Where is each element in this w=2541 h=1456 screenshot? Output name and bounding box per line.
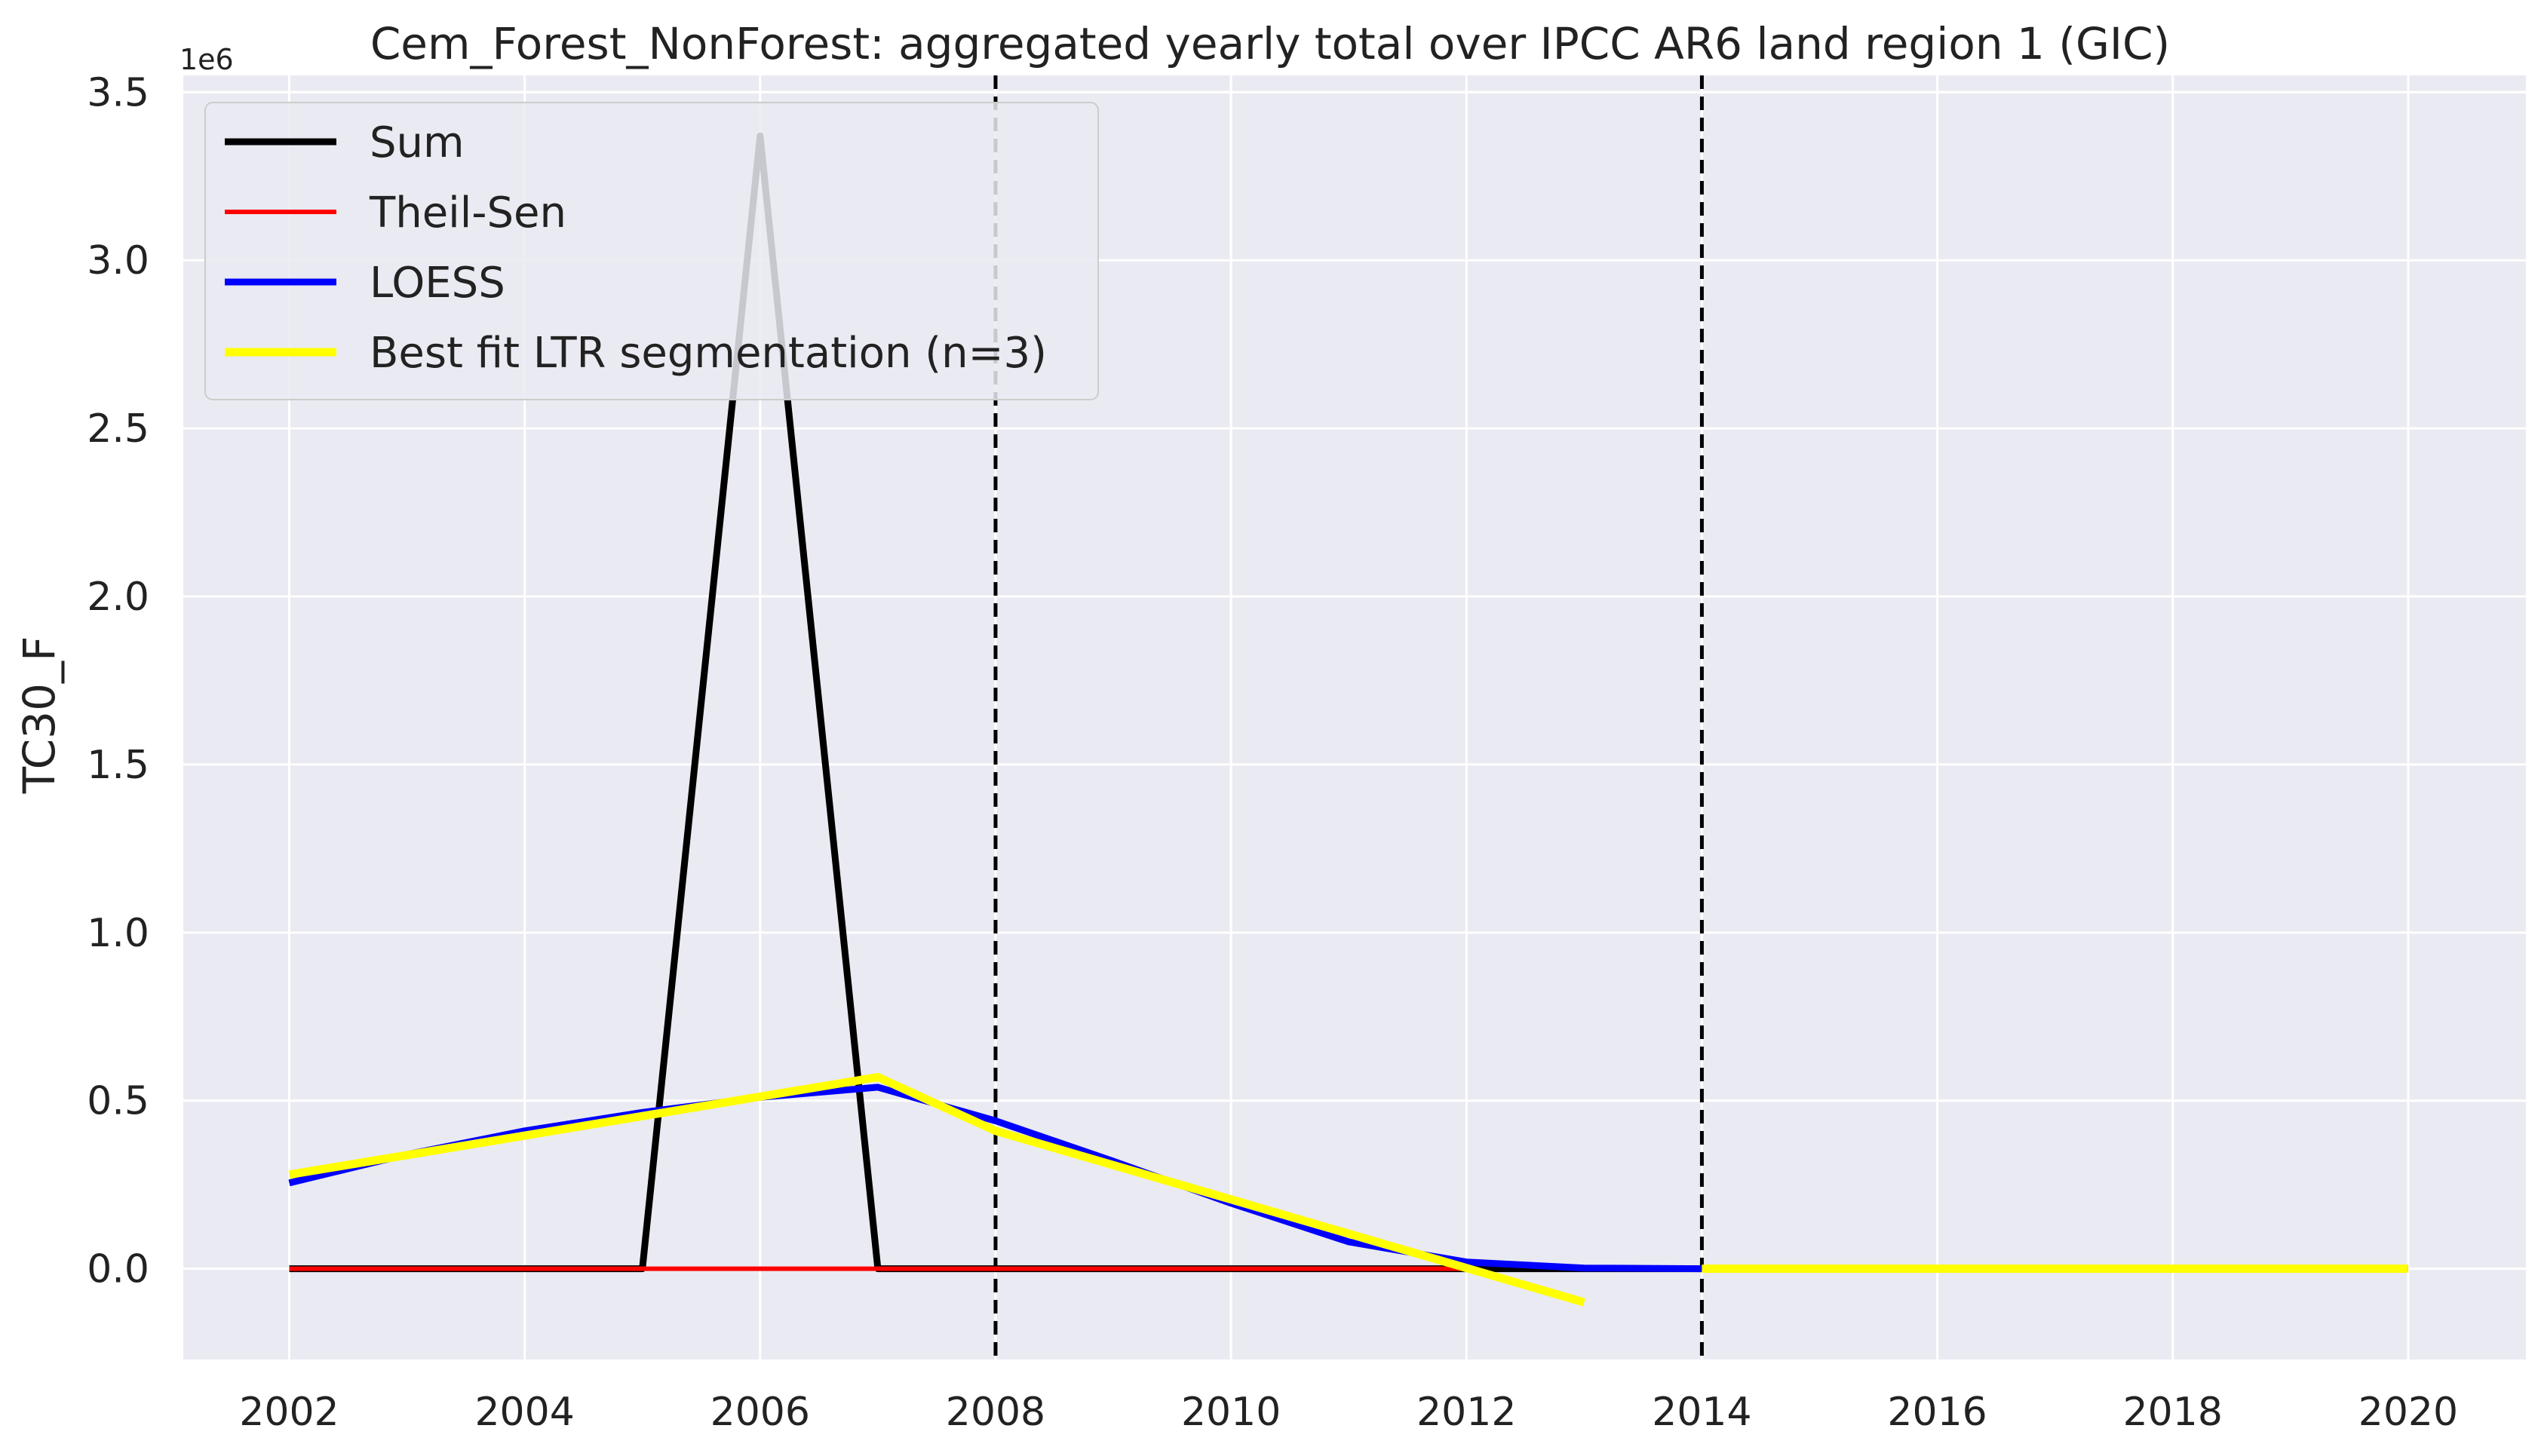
series-line-loess (288, 1084, 1702, 1273)
y-tick-label: 3.5 (87, 70, 149, 115)
chart-title: Cem_Forest_NonForest: aggregated yearly … (370, 18, 2170, 69)
y-tick-label: 3.0 (87, 238, 149, 284)
legend-label: Theil-Sen (369, 189, 566, 238)
y-tick-label: 2.5 (87, 406, 149, 452)
legend-label: Best fit LTR segmentation (n=3) (370, 329, 1047, 378)
y-tick-label: 0.5 (87, 1079, 149, 1124)
legend-box (204, 102, 1099, 400)
x-tick-label: 2002 (239, 1390, 339, 1435)
x-tick-label: 2008 (946, 1390, 1045, 1435)
legend-label: LOESS (370, 259, 505, 308)
series-line-best-fit-ltr-segmentation-n-3 (288, 1073, 1585, 1307)
x-tick-label: 2018 (2123, 1390, 2223, 1435)
x-tick-label: 2004 (474, 1390, 574, 1435)
y-tick-label: 2.0 (87, 575, 149, 620)
x-tick-label: 2010 (1181, 1390, 1281, 1435)
x-tick-label: 2012 (1416, 1390, 1516, 1435)
x-tick-label: 2006 (710, 1390, 810, 1435)
y-tick-label: 0.0 (87, 1247, 149, 1292)
x-tick-label: 2014 (1652, 1390, 1751, 1435)
tick-labels: 2002 2004 2006 2008 2010 2012 2014 2016 2018 2020… (87, 70, 2458, 1435)
y-tick-label: 1.5 (87, 743, 149, 788)
y-axis-label: TC30_F (14, 636, 65, 795)
y-tick-label: 1.0 (87, 911, 149, 956)
x-tick-label: 2020 (2358, 1390, 2458, 1435)
y-axis-offset-label: 1e6 (180, 43, 234, 76)
legend-label: Sum (370, 118, 465, 167)
legend: Sum Theil-Sen LOESS Best fit LTR segmentati… (204, 102, 1099, 400)
series-lines (288, 132, 2408, 1307)
x-tick-label: 2016 (1887, 1390, 1987, 1435)
